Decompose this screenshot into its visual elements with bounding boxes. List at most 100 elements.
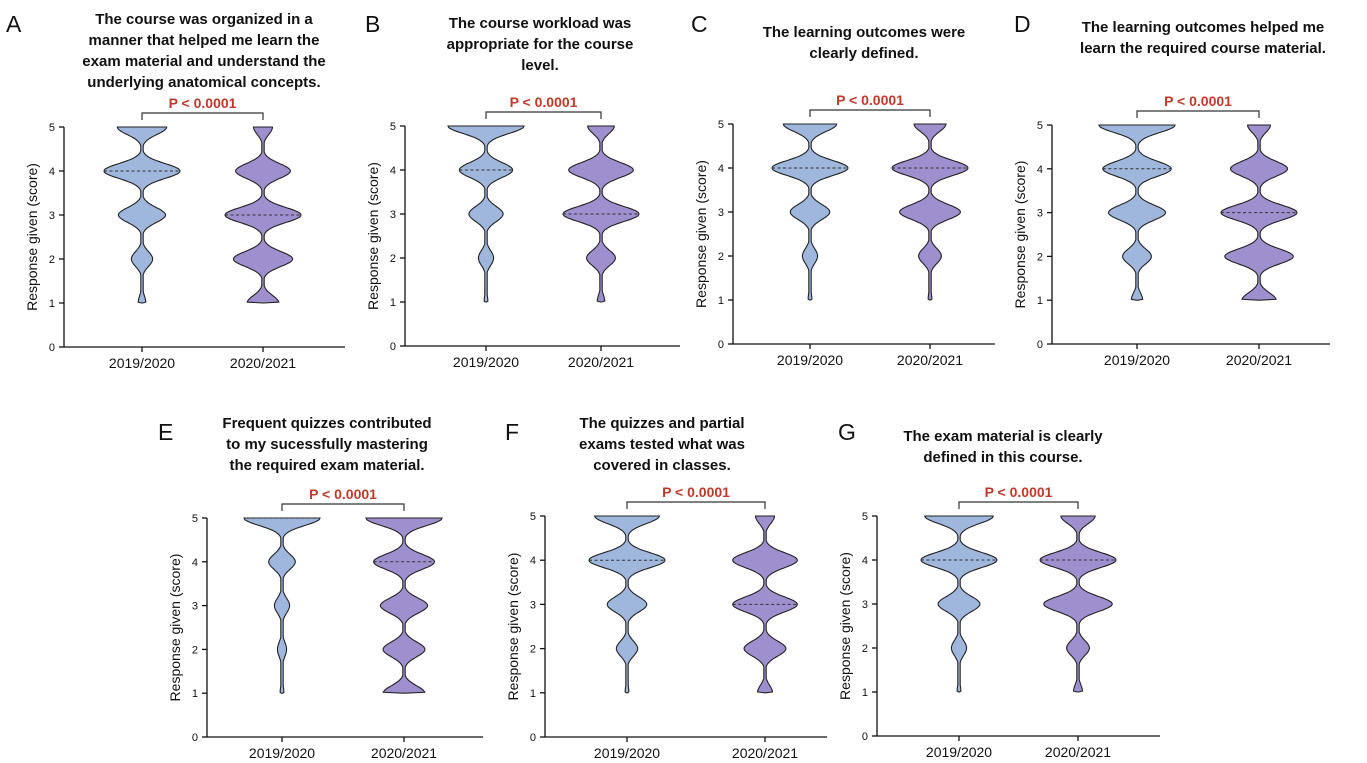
y-tick-label: 1 [530, 688, 536, 700]
violin-2019-2020 [1098, 124, 1176, 301]
panel-letter: C [691, 11, 708, 37]
y-tick-label: 5 [192, 513, 198, 525]
y-tick-label: 2 [862, 643, 868, 655]
violin-2019-2020 [447, 125, 525, 303]
y-axis-label: Response given (score) [167, 554, 183, 702]
p-value-label: P < 0.0001 [662, 484, 730, 500]
panel-g: G The exam material is clearly defined in … [837, 419, 1160, 760]
violin-2020-2021 [365, 517, 443, 694]
y-tick-label: 2 [1037, 251, 1043, 263]
y-tick-label: 1 [1037, 295, 1043, 307]
x-tick-label: 2020/2021 [1045, 744, 1111, 760]
y-tick-label: 2 [49, 254, 55, 266]
panel-title-line: The course workload was [449, 15, 632, 32]
violin-2019-2020 [103, 126, 181, 304]
x-tick-label: 2019/2020 [453, 354, 519, 370]
panel-title-line: The quizzes and partial [579, 415, 744, 432]
panel-letter: D [1014, 11, 1031, 37]
y-tick-label: 3 [718, 207, 724, 219]
y-tick-label: 0 [49, 342, 55, 354]
p-value-label: P < 0.0001 [169, 95, 237, 111]
y-tick-label: 3 [390, 209, 396, 221]
x-tick-label: 2020/2021 [230, 355, 296, 371]
x-tick-label: 2019/2020 [594, 745, 660, 761]
y-axis-label: Response given (score) [365, 162, 381, 310]
p-value-label: P < 0.0001 [1164, 93, 1232, 109]
violin-2019-2020 [771, 123, 849, 301]
panel-letter: B [365, 11, 380, 37]
panel-letter: G [838, 419, 856, 445]
violin-2020-2021 [1220, 124, 1298, 301]
y-tick-label: 5 [718, 119, 724, 131]
significance-bracket [1136, 110, 1260, 118]
panel-f: F The quizzes and partial exams tested wha… [505, 415, 827, 761]
x-tick-label: 2019/2020 [926, 744, 992, 760]
panel-letter: A [6, 11, 22, 37]
p-value-label: P < 0.0001 [836, 92, 904, 108]
p-value-label: P < 0.0001 [985, 484, 1053, 500]
y-tick-label: 0 [530, 732, 536, 744]
panel-title-line: The exam material is clearly [903, 428, 1103, 445]
significance-bracket [485, 111, 602, 119]
y-tick-label: 2 [718, 251, 724, 263]
significance-bracket [809, 109, 931, 117]
panel-title-line: Frequent quizzes contributed [222, 415, 431, 432]
y-tick-label: 3 [530, 599, 536, 611]
panel-a: A The course was organized in a manner tha… [6, 11, 345, 371]
x-tick-label: 2019/2020 [777, 352, 843, 368]
y-tick-label: 5 [1037, 120, 1043, 132]
violin-2020-2021 [891, 123, 969, 301]
significance-bracket [958, 501, 1079, 509]
violin-2020-2021 [1039, 515, 1117, 693]
x-tick-label: 2019/2020 [249, 745, 315, 761]
y-tick-label: 4 [390, 165, 396, 177]
y-tick-label: 3 [192, 601, 198, 613]
panel-title-line: appropriate for the course [447, 36, 634, 53]
y-axis-label: Response given (score) [24, 163, 40, 311]
panel-title-line: The learning outcomes were [763, 24, 966, 41]
x-tick-label: 2020/2021 [371, 745, 437, 761]
violin-2020-2021 [224, 126, 302, 304]
y-axis-label: Response given (score) [693, 160, 709, 308]
y-tick-label: 3 [49, 210, 55, 222]
panel-title-line: The learning outcomes helped me [1082, 19, 1325, 36]
panel-letter: E [158, 419, 173, 445]
violin-2020-2021 [732, 515, 798, 694]
y-tick-label: 0 [862, 731, 868, 743]
y-axis-label: Response given (score) [505, 553, 521, 701]
x-tick-label: 2020/2021 [897, 352, 963, 368]
panel-title-line: defined in this course. [923, 449, 1082, 466]
panel-title-line: manner that helped me learn the [89, 32, 320, 49]
panel-title-line: level. [521, 57, 559, 74]
significance-bracket [141, 112, 264, 120]
y-tick-label: 5 [49, 122, 55, 134]
p-value-label: P < 0.0001 [309, 486, 377, 502]
y-axis-label: Response given (score) [837, 552, 853, 700]
x-tick-label: 2019/2020 [109, 355, 175, 371]
y-tick-label: 4 [1037, 164, 1043, 176]
panel-letter: F [505, 419, 519, 445]
y-tick-label: 4 [192, 557, 198, 569]
y-tick-label: 2 [530, 644, 536, 656]
panel-title-line: exam material and understand the [82, 53, 325, 70]
y-tick-label: 0 [192, 732, 198, 744]
y-tick-label: 1 [862, 687, 868, 699]
significance-bracket [281, 503, 405, 511]
x-tick-label: 2020/2021 [568, 354, 634, 370]
y-tick-label: 0 [390, 341, 396, 353]
y-tick-label: 1 [49, 298, 55, 310]
violin-2019-2020 [920, 515, 998, 693]
panel-title-line: clearly defined. [809, 45, 918, 62]
panel-title-line: The course was organized in a [95, 11, 313, 28]
y-tick-label: 4 [49, 166, 55, 178]
y-tick-label: 2 [390, 253, 396, 265]
panel-title-line: to my sucessfully mastering [226, 436, 428, 453]
y-tick-label: 0 [1037, 339, 1043, 351]
y-tick-label: 3 [1037, 208, 1043, 220]
panel-e: E Frequent quizzes contributed to my suces… [158, 415, 483, 761]
panel-title-line: covered in classes. [593, 457, 731, 474]
y-tick-label: 1 [192, 688, 198, 700]
significance-bracket [626, 501, 766, 509]
y-tick-label: 2 [192, 644, 198, 656]
